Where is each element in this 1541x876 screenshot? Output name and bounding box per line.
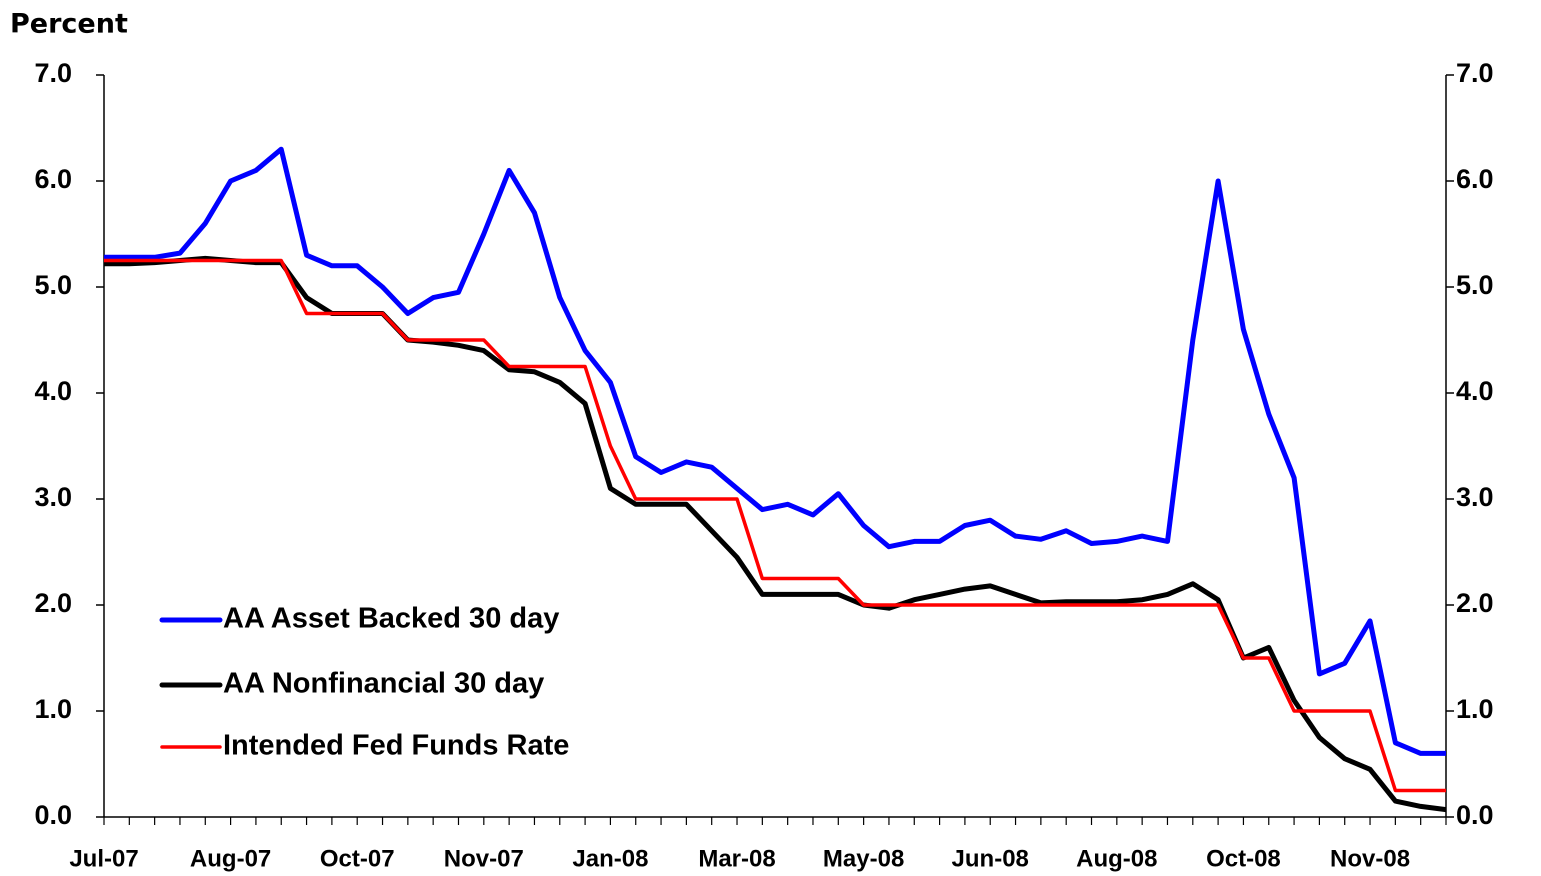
x-tick-label: Nov-08 — [1330, 845, 1410, 872]
y-tick-label: 1.0 — [34, 694, 72, 724]
y2-tick-label: 0.0 — [1456, 800, 1494, 830]
x-tick-label: Oct-07 — [320, 845, 395, 872]
y-tick-label: 6.0 — [34, 164, 72, 194]
x-tick-label: Jun-08 — [952, 845, 1029, 872]
y-tick-label: 0.0 — [34, 800, 72, 830]
y-tick-label: 2.0 — [34, 588, 72, 618]
x-tick-label: Aug-08 — [1076, 845, 1157, 872]
y2-tick-label: 4.0 — [1456, 376, 1494, 406]
x-tick-label: Jul-07 — [69, 845, 138, 872]
y-tick-label: 4.0 — [34, 376, 72, 406]
series-line — [104, 258, 1446, 793]
y2-tick-label: 7.0 — [1456, 58, 1494, 88]
x-tick-label: Mar-08 — [698, 845, 775, 872]
y2-tick-label: 5.0 — [1456, 270, 1494, 300]
x-tick-label: Nov-07 — [444, 845, 524, 872]
legend-label: AA Nonfinancial 30 day — [223, 668, 544, 700]
x-tick-label: Jan-08 — [572, 845, 648, 872]
x-tick-label: Aug-07 — [190, 845, 271, 872]
y-tick-label: 5.0 — [34, 270, 72, 300]
series-line — [104, 255, 1447, 813]
y-tick-label: 7.0 — [34, 58, 72, 88]
y-tick-label: 3.0 — [34, 482, 72, 512]
x-tick-label: May-08 — [823, 845, 904, 872]
y2-tick-label: 3.0 — [1456, 482, 1494, 512]
legend-label: AA Asset Backed 30 day — [223, 603, 559, 635]
y2-tick-label: 6.0 — [1456, 164, 1494, 194]
legend-label: Intended Fed Funds Rate — [223, 730, 569, 762]
x-tick-label: Oct-08 — [1206, 845, 1281, 872]
series-line — [104, 146, 1446, 756]
y2-tick-label: 2.0 — [1456, 588, 1494, 618]
y2-tick-label: 1.0 — [1456, 694, 1494, 724]
axis-label: Percent — [10, 9, 128, 40]
